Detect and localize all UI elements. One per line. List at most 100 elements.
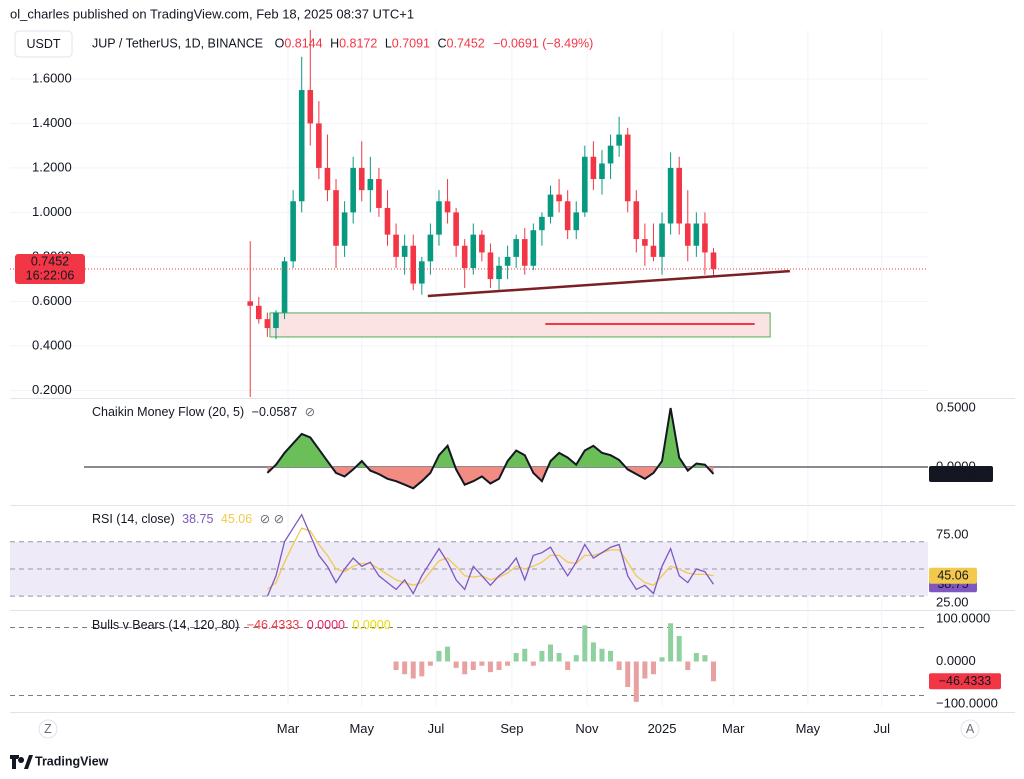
y-tick-label: 100.0000 xyxy=(936,610,990,625)
indicator-value: 0.0000 xyxy=(307,618,345,632)
candle-body xyxy=(479,234,485,253)
bvb-bar xyxy=(573,655,579,662)
candle-body xyxy=(470,234,477,268)
y-tick-label: 0.0000 xyxy=(936,653,976,668)
bvb-bar xyxy=(642,661,648,679)
x-tick-label: Mar xyxy=(722,721,745,736)
candle-body xyxy=(453,212,459,246)
candle-body xyxy=(273,312,279,329)
candle-body xyxy=(539,216,545,231)
y-tick-label: 1.4000 xyxy=(32,115,72,130)
bvb-bar xyxy=(702,655,708,662)
hide-icon[interactable]: ⊘ xyxy=(305,405,315,419)
bvb-bar xyxy=(539,650,545,662)
bvb-bar xyxy=(419,661,425,677)
candle-body xyxy=(667,167,674,224)
y-tick-label: −100.0000 xyxy=(936,695,998,710)
bvb-bar xyxy=(608,650,614,662)
candle-body xyxy=(582,156,588,213)
countdown-label: 16:22:06 xyxy=(26,268,75,282)
bvb-bar xyxy=(410,661,416,679)
bvb-bar xyxy=(565,661,571,671)
indicator-value: 0.0000 xyxy=(352,618,390,632)
bvb-bar xyxy=(556,653,562,662)
candle-body xyxy=(290,201,296,262)
candle-body xyxy=(341,212,348,246)
candle-body xyxy=(504,256,511,266)
y-tick-label: 0.5000 xyxy=(936,399,976,414)
bvb-bar xyxy=(470,661,476,671)
candle-body xyxy=(461,245,468,268)
x-tick-label: Jul xyxy=(428,721,445,736)
bvb-bar xyxy=(676,636,682,662)
symbol-row: JUP / TetherUS, 1D, BINANCE O0.8144 H0.8… xyxy=(92,37,593,51)
x-tick-label: May xyxy=(349,721,374,736)
x-tick-label: Jul xyxy=(873,721,890,736)
bvb-title-row: Bulls v Bears (14, 120, 80) −46.4333 0.0… xyxy=(92,618,391,632)
ohlc-value: 0.8172 xyxy=(339,37,377,51)
brand: TradingView xyxy=(35,754,109,768)
indicator-title: Chaikin Money Flow (20, 5) xyxy=(92,405,244,419)
candle-body xyxy=(444,201,451,213)
ohlc-label: H xyxy=(330,37,339,51)
candle-body xyxy=(487,252,494,280)
cmf-area-negative xyxy=(267,467,714,489)
candle-body xyxy=(307,90,314,124)
rsi-line xyxy=(266,513,715,597)
bvb-bar xyxy=(402,661,408,675)
zoom-button[interactable] xyxy=(38,719,58,739)
candle-body xyxy=(410,245,417,284)
bvb-bar xyxy=(650,661,656,675)
value-box-label: −46.4333 xyxy=(939,674,992,688)
candle-body xyxy=(684,223,691,246)
bvb-bar xyxy=(693,653,699,662)
toolbar-left[interactable]: Z xyxy=(44,722,52,736)
currency-box xyxy=(14,30,73,58)
y-tick-label: 75.00 xyxy=(936,526,969,541)
candle-body xyxy=(376,179,382,208)
candle-body xyxy=(590,156,597,180)
indicator-value: −46.4333 xyxy=(247,618,300,632)
y-tick-label: 1.2000 xyxy=(32,159,72,174)
bvb-bar xyxy=(453,661,459,668)
symbol-title: JUP / TetherUS, 1D, BINANCE xyxy=(92,37,263,51)
y-tick-label: 1.6000 xyxy=(32,70,72,85)
candle-body xyxy=(281,261,288,313)
rsi-line xyxy=(266,527,714,590)
candle-body xyxy=(521,239,528,266)
candle-body xyxy=(607,145,614,164)
ohlc-label: L xyxy=(385,37,392,51)
value-box-label: −0.0587 xyxy=(938,467,984,481)
candle-body xyxy=(358,167,365,191)
bvb-bar xyxy=(436,650,442,662)
currency: USDT xyxy=(26,37,60,51)
candle-body xyxy=(599,163,605,180)
bvb-bar xyxy=(659,657,665,662)
ohlc-label: O xyxy=(275,37,285,51)
candle-body xyxy=(401,245,408,257)
candle-body xyxy=(393,234,399,257)
auto-button[interactable] xyxy=(960,719,980,739)
bvb-bar xyxy=(633,661,639,702)
y-tick-label: 1.0000 xyxy=(32,204,72,219)
value-box xyxy=(929,567,977,584)
bvb-bar xyxy=(505,661,511,666)
value-box-label: 45.06 xyxy=(937,568,968,582)
candle-body xyxy=(556,194,562,202)
candle-body xyxy=(256,305,262,320)
bvb-bar xyxy=(582,625,588,662)
bvb-bar xyxy=(599,648,605,662)
candle-body xyxy=(564,201,571,231)
bvb-bar xyxy=(462,661,468,675)
bvb-bar xyxy=(427,661,433,666)
toolbar-right[interactable]: A xyxy=(966,722,975,736)
y-tick-label: 25.00 xyxy=(936,594,969,609)
grid-layer xyxy=(10,30,1015,713)
hide-icon[interactable]: ⊘ ⊘ xyxy=(260,512,284,526)
candle-body xyxy=(573,212,580,231)
cmf-area-positive xyxy=(273,408,708,468)
ohlc-value: 0.7452 xyxy=(447,37,485,51)
last-price-box xyxy=(15,254,85,285)
bvb-bar xyxy=(393,661,399,671)
bvb-bar xyxy=(530,661,536,666)
